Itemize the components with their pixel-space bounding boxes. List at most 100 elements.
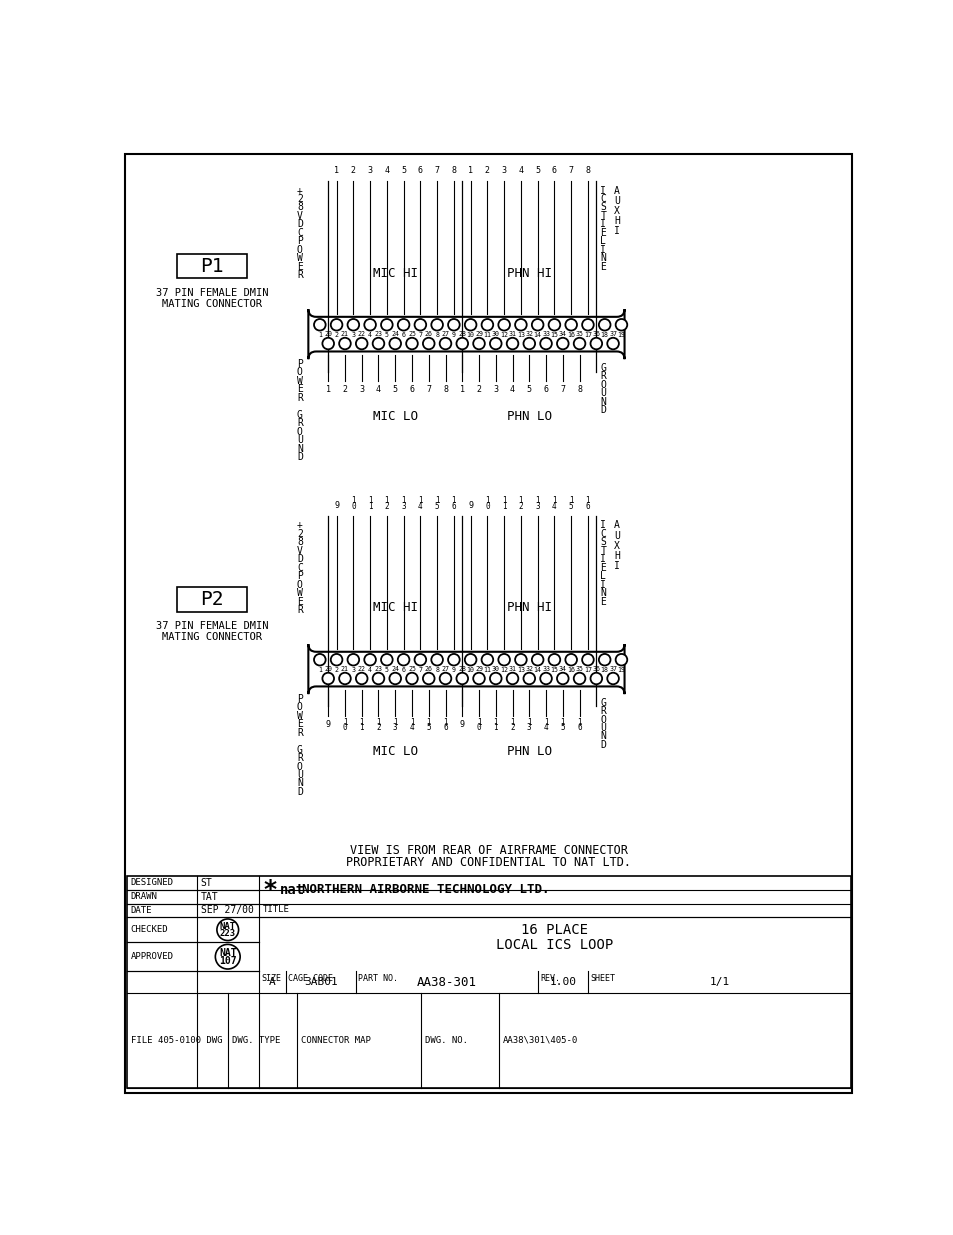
Text: R: R xyxy=(296,270,302,280)
Text: G: G xyxy=(599,698,605,708)
Text: CHECKED: CHECKED xyxy=(131,925,169,934)
Text: 2: 2 xyxy=(375,722,380,731)
Text: 1: 1 xyxy=(325,385,331,394)
Text: 1: 1 xyxy=(409,718,414,727)
Text: 20: 20 xyxy=(324,666,332,672)
Text: APPROVED: APPROVED xyxy=(131,952,173,961)
Text: U: U xyxy=(614,195,619,205)
Circle shape xyxy=(439,337,451,350)
Text: 30: 30 xyxy=(491,666,499,672)
Text: X: X xyxy=(614,541,619,551)
Text: 223: 223 xyxy=(219,929,235,939)
Text: 18: 18 xyxy=(600,332,608,337)
Text: DWG. TYPE: DWG. TYPE xyxy=(232,1036,280,1045)
Text: C: C xyxy=(296,228,302,238)
Text: 2: 2 xyxy=(335,332,338,337)
Text: 1: 1 xyxy=(359,722,364,731)
Text: 35: 35 xyxy=(575,331,583,337)
Text: N: N xyxy=(599,253,605,263)
Text: 23: 23 xyxy=(375,331,382,337)
Text: 0: 0 xyxy=(484,501,489,511)
Text: 5: 5 xyxy=(393,385,397,394)
Text: 0: 0 xyxy=(476,722,481,731)
Circle shape xyxy=(506,337,517,350)
Text: 1: 1 xyxy=(317,332,321,337)
Text: 10: 10 xyxy=(466,667,475,673)
Text: R: R xyxy=(599,706,605,716)
Text: 1: 1 xyxy=(426,718,431,727)
Circle shape xyxy=(456,673,468,684)
Circle shape xyxy=(557,337,568,350)
Text: 8: 8 xyxy=(577,385,581,394)
Circle shape xyxy=(373,673,384,684)
Text: 1.00: 1.00 xyxy=(549,977,576,987)
Text: 1: 1 xyxy=(585,496,590,505)
Text: 1: 1 xyxy=(552,496,557,505)
Text: N: N xyxy=(599,731,605,741)
Text: DRAWN: DRAWN xyxy=(131,892,157,902)
Circle shape xyxy=(380,319,393,331)
Circle shape xyxy=(314,655,325,666)
Text: R: R xyxy=(296,727,302,737)
Circle shape xyxy=(607,337,618,350)
Circle shape xyxy=(531,319,543,331)
Text: 22: 22 xyxy=(357,331,365,337)
Text: VIEW IS FROM REAR OF AIRFRAME CONNECTOR: VIEW IS FROM REAR OF AIRFRAME CONNECTOR xyxy=(350,844,627,857)
Text: O: O xyxy=(296,367,302,377)
Text: nat: nat xyxy=(279,883,304,897)
Text: 3: 3 xyxy=(367,167,373,175)
Text: 8: 8 xyxy=(435,667,438,673)
Text: MATING CONNECTOR: MATING CONNECTOR xyxy=(162,632,262,642)
Text: 13: 13 xyxy=(517,332,524,337)
Circle shape xyxy=(314,319,325,331)
Circle shape xyxy=(473,673,484,684)
Text: 1: 1 xyxy=(535,496,539,505)
Circle shape xyxy=(615,319,627,331)
Text: O: O xyxy=(296,426,302,436)
Text: 1: 1 xyxy=(368,496,372,505)
Text: 1: 1 xyxy=(501,501,506,511)
Text: 29: 29 xyxy=(475,331,482,337)
Text: 6: 6 xyxy=(451,501,456,511)
Text: 24: 24 xyxy=(391,331,398,337)
Text: 3: 3 xyxy=(351,667,355,673)
Text: U: U xyxy=(599,388,605,398)
Circle shape xyxy=(481,655,493,666)
Text: 16 PLACE: 16 PLACE xyxy=(520,923,588,937)
Text: H: H xyxy=(614,551,619,561)
Text: 7: 7 xyxy=(418,667,422,673)
Text: 32: 32 xyxy=(525,331,533,337)
Text: MIC LO: MIC LO xyxy=(373,745,417,757)
Text: 11: 11 xyxy=(483,667,491,673)
Text: +: + xyxy=(296,185,302,195)
Text: W: W xyxy=(296,710,302,721)
Text: O: O xyxy=(296,245,302,254)
Text: 30: 30 xyxy=(491,331,499,337)
Text: W: W xyxy=(296,375,302,385)
Text: 2: 2 xyxy=(351,167,355,175)
Circle shape xyxy=(515,655,526,666)
Text: 1: 1 xyxy=(351,496,355,505)
Circle shape xyxy=(422,673,435,684)
Text: 2: 2 xyxy=(476,385,481,394)
Text: 9: 9 xyxy=(334,501,338,510)
Text: 20: 20 xyxy=(324,331,332,337)
Text: 1: 1 xyxy=(368,501,372,511)
Text: MIC HI: MIC HI xyxy=(373,267,417,280)
Text: 3: 3 xyxy=(401,501,405,511)
Text: 17: 17 xyxy=(583,667,591,673)
Text: 5: 5 xyxy=(560,722,564,731)
Circle shape xyxy=(389,673,400,684)
Text: *: * xyxy=(263,878,277,902)
Text: 17: 17 xyxy=(583,332,591,337)
Text: N: N xyxy=(296,443,302,453)
Text: D: D xyxy=(296,787,302,797)
Circle shape xyxy=(565,319,577,331)
Circle shape xyxy=(557,673,568,684)
Text: 8: 8 xyxy=(296,203,302,212)
Text: 8: 8 xyxy=(296,537,302,547)
Text: LOCAL ICS LOOP: LOCAL ICS LOOP xyxy=(496,939,613,952)
Text: 1: 1 xyxy=(451,496,456,505)
Text: 16: 16 xyxy=(567,332,575,337)
Text: 14: 14 xyxy=(533,332,541,337)
